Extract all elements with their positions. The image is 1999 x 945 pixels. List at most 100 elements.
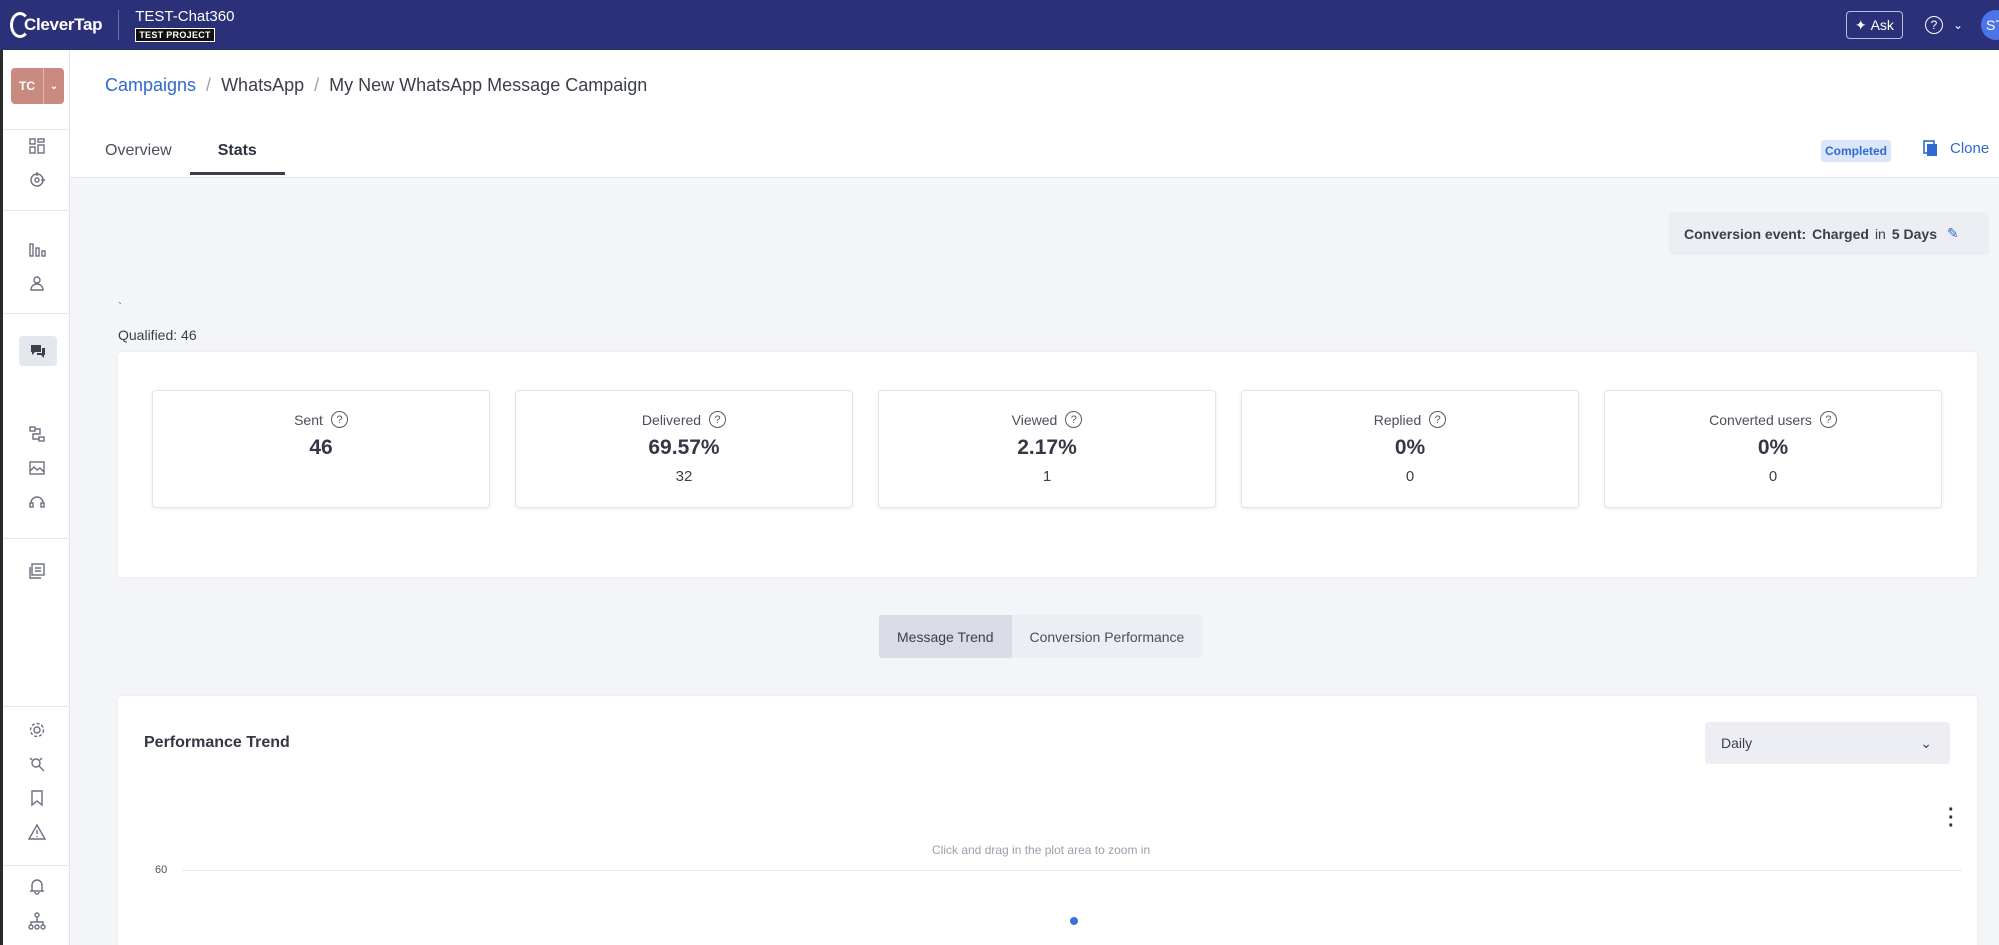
user-avatar[interactable]: ST (1981, 10, 1999, 40)
sidebar-divider (3, 313, 70, 314)
stat-value: 69.57% (648, 436, 720, 459)
journeys-icon[interactable] (26, 423, 48, 445)
stat-card-converted-users: Converted users? 0% 0 (1604, 390, 1942, 508)
stat-card-viewed: Viewed? 2.17% 1 (878, 390, 1216, 508)
chart-data-point[interactable] (1070, 917, 1078, 925)
stat-card-replied: Replied? 0% 0 (1241, 390, 1579, 508)
sidebar: TC ⌄ (0, 50, 70, 945)
notifications-icon[interactable] (26, 875, 48, 897)
conversion-window: 5 Days (1891, 225, 1937, 242)
warning-icon[interactable] (26, 821, 48, 843)
project-name: TEST-Chat360 (135, 8, 235, 25)
sparkle-icon: ✦ (1854, 16, 1867, 33)
topbar-actions: ✦ Ask ? ⌄ ST (1845, 10, 1999, 40)
stat-value: 2.17% (1017, 436, 1077, 459)
chart-title: Performance Trend (144, 734, 290, 751)
granularity-value: Daily (1721, 735, 1753, 751)
toggle-conversion-performance[interactable]: Conversion Performance (1029, 628, 1185, 645)
stat-value: 0% (1757, 436, 1789, 459)
stat-label: Replied? (1242, 411, 1578, 428)
logo-swoosh-icon (10, 12, 30, 38)
boards-icon[interactable] (26, 135, 48, 157)
top-bar: CleverTap TEST-Chat360 TEST PROJECT ✦ As… (0, 0, 1999, 50)
zoom-hint: Click and drag in the plot area to zoom … (932, 843, 1151, 857)
account-initials: TC (19, 79, 35, 93)
view-toggle: Message Trend Conversion Performance (879, 615, 1203, 658)
ask-label: Ask (1870, 17, 1894, 33)
help-icon[interactable]: ? (709, 411, 727, 428)
stat-label: Delivered? (516, 411, 852, 428)
users-icon[interactable] (26, 272, 48, 294)
messages-icon[interactable] (19, 336, 57, 366)
settings-icon[interactable] (26, 719, 48, 741)
stat-count: 0 (1405, 468, 1415, 485)
help-icon[interactable]: ? (1429, 411, 1447, 428)
stat-label-text: Sent (294, 411, 323, 428)
conversion-event-box: Conversion event: Charged in 5 Days ✎ (1669, 212, 1989, 255)
conversion-event-name: Charged (1812, 225, 1869, 242)
conversion-in-word: in (1874, 225, 1886, 242)
logo-text: CleverTap (24, 15, 103, 34)
breadcrumb-separator: / (206, 75, 212, 95)
clone-label: Clone (1950, 139, 1990, 157)
stat-label-text: Converted users (1709, 411, 1812, 428)
sidebar-divider (3, 538, 70, 539)
stat-label: Converted users? (1605, 411, 1941, 428)
stat-value: 46 (309, 436, 333, 459)
performance-trend-panel: Performance Trend Daily ⌄ · · · Click and … (118, 696, 1977, 945)
account-switcher[interactable]: TC ⌄ (11, 68, 64, 104)
breadcrumb-separator: / (314, 75, 320, 95)
debug-icon[interactable] (26, 753, 48, 775)
tab-bar: Overview Stats (105, 140, 315, 175)
topbar-divider (118, 10, 120, 40)
content-icon[interactable] (26, 457, 48, 479)
chart-menu-icon[interactable]: · · · (1948, 799, 1955, 837)
sidebar-divider (3, 210, 70, 211)
clone-icon (1923, 140, 1937, 156)
analytics-icon[interactable] (26, 238, 48, 260)
stat-label-text: Viewed (1011, 411, 1058, 428)
toggle-message-trend[interactable]: Message Trend (879, 615, 1012, 658)
page-header: Campaigns / WhatsApp / My New WhatsApp M… (70, 50, 1999, 178)
stat-count: 1 (1042, 468, 1052, 485)
help-icon[interactable]: ? (1924, 16, 1943, 34)
bookmark-icon[interactable] (26, 787, 48, 809)
help-icon[interactable]: ? (1065, 411, 1083, 428)
breadcrumb: Campaigns / WhatsApp / My New WhatsApp M… (105, 75, 647, 96)
help-icon[interactable]: ? (330, 411, 348, 428)
conversion-event-label: Conversion event: (1684, 225, 1807, 242)
stats-panel: Sent? 46 Delivered? 69.57% 32 Viewed? 2.… (118, 352, 1977, 577)
support-icon[interactable] (26, 491, 48, 513)
breadcrumb-whatsapp: WhatsApp (221, 75, 305, 95)
segments-icon[interactable] (26, 169, 48, 191)
chevron-down-icon[interactable]: ⌄ (1952, 18, 1963, 32)
org-chart-icon[interactable] (26, 910, 48, 932)
stat-count: 32 (675, 468, 693, 485)
breadcrumb-campaign-name: My New WhatsApp Message Campaign (329, 75, 648, 95)
status-badge: Completed (1821, 140, 1892, 162)
stat-count: 0 (1768, 468, 1778, 485)
project-badge: TEST PROJECT (135, 28, 215, 42)
clevertap-logo[interactable]: CleverTap (10, 12, 103, 38)
project-switcher[interactable]: TEST-Chat360 TEST PROJECT (135, 8, 234, 42)
stat-label: Sent? (153, 411, 489, 428)
stat-label-text: Replied (1373, 411, 1422, 428)
stat-value: 0% (1394, 436, 1426, 459)
edit-pencil-icon[interactable]: ✎ (1947, 225, 1959, 241)
sidebar-divider (3, 865, 70, 866)
sidebar-divider (3, 706, 70, 707)
tab-stats[interactable]: Stats (189, 140, 285, 175)
sidebar-divider (3, 129, 70, 130)
stray-backtick: ` (118, 300, 122, 314)
catalog-icon[interactable] (26, 560, 48, 582)
stat-label: Viewed? (879, 411, 1215, 428)
clone-button[interactable]: Clone (1922, 139, 1989, 157)
chevron-down-icon: ⌄ (1920, 734, 1932, 751)
tab-overview[interactable]: Overview (105, 142, 172, 159)
chart-gridline (182, 870, 1962, 871)
granularity-select[interactable]: Daily ⌄ (1705, 722, 1950, 764)
stat-card-sent: Sent? 46 (152, 390, 490, 508)
breadcrumb-campaigns[interactable]: Campaigns (105, 75, 197, 95)
ask-button[interactable]: ✦ Ask (1845, 11, 1903, 39)
help-icon[interactable]: ? (1819, 411, 1837, 428)
